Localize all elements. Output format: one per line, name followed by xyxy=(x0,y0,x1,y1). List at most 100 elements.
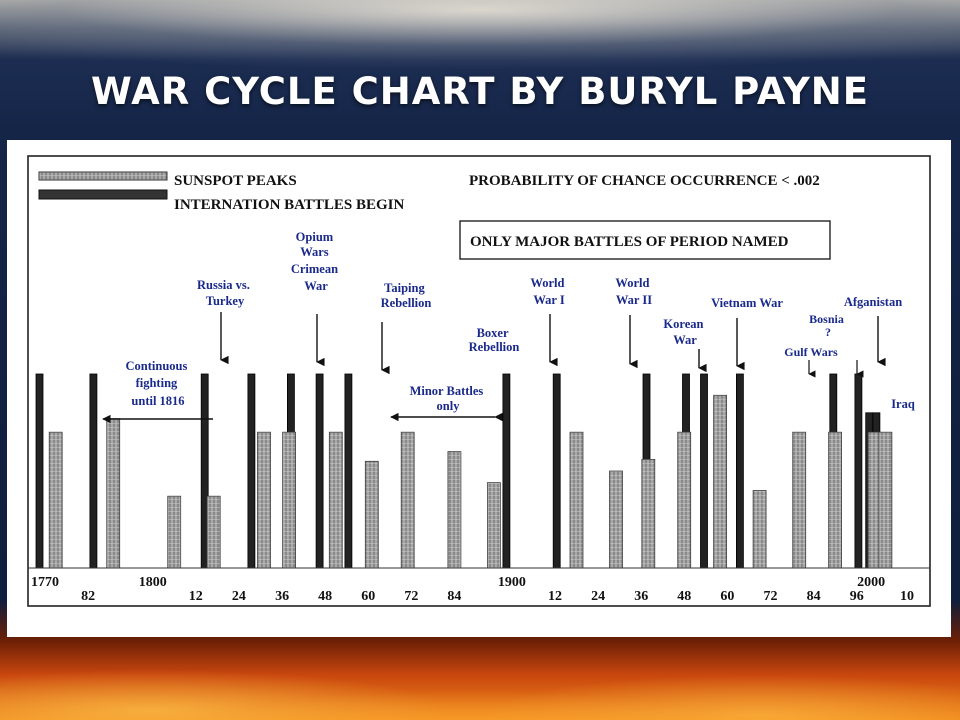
sunspot-bar-1860 xyxy=(364,460,379,569)
x-tick-label: 96 xyxy=(850,589,864,604)
sunspot-bar-1937 xyxy=(641,458,656,569)
legend-label-battles: INTERNATION BATTLES BEGIN xyxy=(174,197,405,213)
annotations: Continuous fighting until 1816 Russia vs… xyxy=(102,230,915,424)
x-tick-label: 36 xyxy=(275,589,289,604)
annotation-ww2: World War II xyxy=(615,276,652,307)
x-tick-label: 60 xyxy=(720,589,734,604)
legend-label-sunspot: SUNSPOT PEAKS xyxy=(174,173,297,189)
annotation-korean: Korean War xyxy=(663,317,706,347)
battle-bar-1848 xyxy=(315,373,324,569)
x-tick-label: 10 xyxy=(900,589,914,604)
sunspot-bar-1979 xyxy=(792,431,807,569)
sunspot-bar-1830 xyxy=(257,431,271,569)
battle-bar-1965 xyxy=(736,373,744,569)
annotation-ww2-line2: War II xyxy=(616,293,652,307)
sunspot-bar-2003 xyxy=(878,431,893,569)
legend-swatch-sunspot xyxy=(38,171,168,181)
annotation-opium: Opium Wars Crimean War xyxy=(291,230,341,293)
x-tick-label: 2000 xyxy=(857,575,885,590)
boxed-note: ONLY MAJOR BATTLES OF PERIOD NAMED xyxy=(470,234,789,250)
x-tick-label: 48 xyxy=(318,589,332,604)
x-tick-label: 84 xyxy=(807,589,821,604)
battle-bar-1914 xyxy=(552,373,561,569)
annotation-boxer-line2: Rebellion xyxy=(469,340,520,354)
annotation-continuous-line3: until 1816 xyxy=(131,394,184,408)
annotation-continuous-line2: fighting xyxy=(136,376,178,390)
sunspot-bar-1989 xyxy=(828,431,842,569)
annotation-minor-line2: only xyxy=(437,399,461,413)
sunspot-bar-1816 xyxy=(206,495,221,569)
x-tick-label: 60 xyxy=(361,589,375,604)
boxed-note-frame xyxy=(459,220,831,260)
sunspot-bar-1788 xyxy=(106,418,121,569)
battle-bar-1785 xyxy=(89,373,98,569)
annotation-bosnia-line2: ? xyxy=(825,325,831,339)
annotation-continuous-line1: Continuous xyxy=(126,359,188,373)
x-tick-labels: 1770 82 1800 12 24 36 48 60 72 84 1900 12 24 36 48 60 72… xyxy=(31,575,914,604)
x-tick-label: 1900 xyxy=(498,575,526,590)
annotation-gulf: Gulf Wars xyxy=(784,345,838,359)
sunspot-bar-1968 xyxy=(752,489,767,569)
sunspot-bar-1883 xyxy=(447,451,462,569)
annotation-opium-line3: Crimean xyxy=(291,262,338,276)
legend-swatch-battles xyxy=(38,189,168,200)
annotation-taiping-line2: Rebellion xyxy=(381,296,432,310)
x-tick-label: 48 xyxy=(677,589,691,604)
x-tick-label: 82 xyxy=(81,589,95,604)
sunspot-bar-1837 xyxy=(282,431,297,569)
annotation-russia: Russia vs. Turkey xyxy=(197,278,253,308)
annotation-ww1: World War I xyxy=(530,276,567,307)
annotation-boxer-line1: Boxer xyxy=(477,326,509,340)
annotation-vietnam: Vietnam War xyxy=(711,296,783,310)
x-tick-label: 1800 xyxy=(139,575,167,590)
sunspot-bar-1947 xyxy=(677,431,692,569)
battle-bar-1900 xyxy=(502,373,511,569)
war-cycle-chart: SUNSPOT PEAKS INTERNATION BATTLES BEGIN … xyxy=(27,155,931,607)
annotation-ww1-line2: War I xyxy=(533,293,565,307)
x-tick-label: 12 xyxy=(189,589,203,604)
annotation-bosnia: Bosnia ? xyxy=(809,312,847,339)
slide-title: WAR CYCLE CHART BY BURYL PAYNE xyxy=(90,70,870,113)
x-tick-label: 24 xyxy=(591,589,605,604)
sunspot-bar-1805 xyxy=(167,495,182,569)
annotation-boxer: Boxer Rebellion xyxy=(469,326,520,354)
x-tick-label: 24 xyxy=(232,589,246,604)
bars-layer xyxy=(35,373,893,569)
annotation-opium-line4: War xyxy=(304,279,328,293)
annotation-iraq: Iraq xyxy=(891,397,915,411)
battle-bar-1829 xyxy=(247,373,256,569)
chart-panel: SUNSPOT PEAKS INTERNATION BATTLES BEGIN … xyxy=(7,140,951,637)
annotation-taiping-line1: Taiping xyxy=(384,281,425,295)
annotation-russia-line2: Turkey xyxy=(206,294,245,308)
battle-bar-1770 xyxy=(35,373,44,569)
sunspot-bar-1870 xyxy=(400,431,415,569)
battle-bar-1955 xyxy=(700,373,708,569)
annotation-taiping: Taiping Rebellion xyxy=(381,281,432,310)
sunspot-bar-1957 xyxy=(713,394,727,569)
annotation-bosnia-line1: Bosnia xyxy=(809,312,844,326)
probability-note: PROBABILITY OF CHANCE OCCURRENCE < .002 xyxy=(469,173,820,189)
legend: SUNSPOT PEAKS INTERNATION BATTLES BEGIN xyxy=(38,171,405,213)
annotation-opium-line1: Opium xyxy=(296,230,334,244)
sunspot-bar-1850 xyxy=(328,431,343,569)
annotation-afghanistan: Afganistan xyxy=(844,295,902,309)
annotation-minor: Minor Battles only xyxy=(410,384,487,413)
x-tick-label: 72 xyxy=(764,589,778,604)
annotation-ww2-line1: World xyxy=(615,276,649,290)
x-tick-label: 36 xyxy=(634,589,648,604)
sun-surface-glow xyxy=(0,630,960,720)
chart-frame xyxy=(27,155,931,607)
sunspot-bar-1772 xyxy=(48,431,63,569)
annotation-korean-line1: Korean xyxy=(663,317,703,331)
x-tick-label: 84 xyxy=(447,589,461,604)
annotation-minor-line1: Minor Battles xyxy=(410,384,484,398)
x-tick-label: 72 xyxy=(404,589,418,604)
annotation-korean-line2: War xyxy=(673,333,697,347)
x-tick-label: 1770 xyxy=(31,575,59,590)
annotation-continuous: Continuous fighting until 1816 xyxy=(126,359,191,408)
sunspot-bar-1894 xyxy=(486,482,501,569)
battle-bar-1856 xyxy=(344,373,353,569)
battle-bar-1998 xyxy=(854,373,863,569)
sunspot-bar-1917 xyxy=(569,431,584,569)
sunspot-bar-1928 xyxy=(609,470,623,569)
